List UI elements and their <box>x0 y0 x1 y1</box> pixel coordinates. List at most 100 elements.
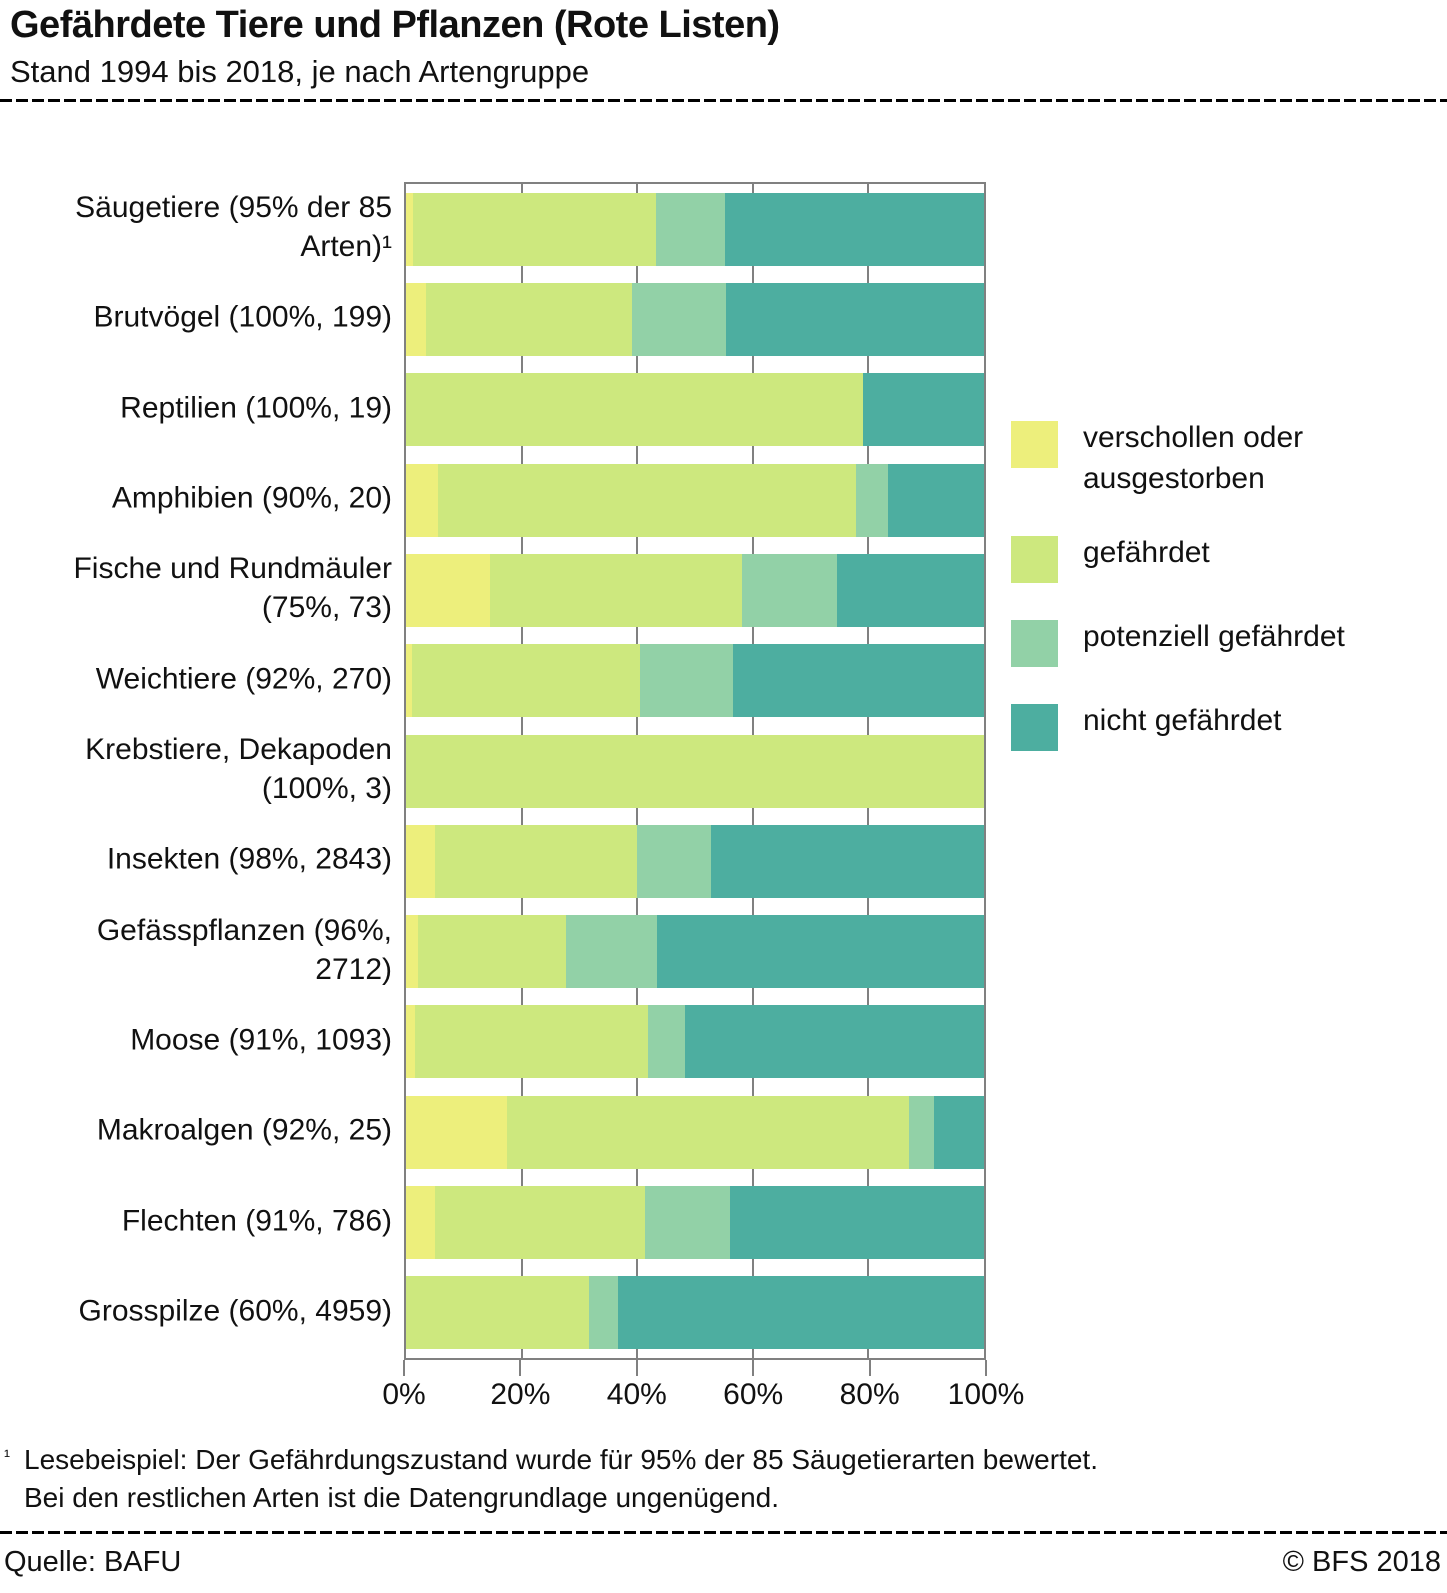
bar-segment-nicht-gefaehrdet <box>732 644 984 718</box>
bar-segment-verschollen-oder-ausgestorben <box>406 824 435 898</box>
category-label: Krebstiere, Dekapoden (100%, 3) <box>85 733 392 805</box>
legend-label-verschollen-oder-ausgestorben: verschollen oder ausgestorben <box>1083 421 1304 495</box>
plot-area <box>404 182 986 1360</box>
category-label: Weichtiere (92%, 270) <box>95 662 392 696</box>
bar-segment-gefaehrdet <box>434 1186 645 1260</box>
bar-segment-verschollen-oder-ausgestorben <box>406 553 490 627</box>
bar-segment-gefaehrdet <box>417 915 567 989</box>
bar-segment-gefaehrdet <box>438 463 856 537</box>
bar-segment-verschollen-oder-ausgestorben <box>406 192 413 266</box>
footnote-line-1: Lesebeispiel: Der Gefährdungszustand wur… <box>24 1444 1098 1475</box>
x-axis-tick-label: 20% <box>490 1378 551 1411</box>
footnote-text: Lesebeispiel: Der Gefährdungszustand wur… <box>24 1441 1098 1517</box>
bar-segment-nicht-gefaehrdet <box>933 1095 984 1169</box>
x-axis-tick-40 <box>635 1360 638 1376</box>
footnote-line-2: Bei den restlichen Arten ist die Datengr… <box>24 1481 779 1513</box>
footer-divider <box>0 1531 1447 1534</box>
footnote-marker: ¹ <box>4 1446 10 1466</box>
bar-row-3 <box>406 463 984 537</box>
bar-row-8 <box>406 915 984 989</box>
bar-row-12 <box>406 1276 984 1350</box>
legend-label-gefaehrdet: gefährdet <box>1083 536 1210 569</box>
bar-segment-nicht-gefaehrdet <box>729 1186 984 1260</box>
legend-item-verschollen-oder-ausgestorben: verschollen oder ausgestorben <box>1011 418 1345 499</box>
bar-segment-verschollen-oder-ausgestorben <box>406 644 412 718</box>
bar-segment-potenziell-gefaehrdet <box>588 1276 618 1350</box>
bar-segment-nicht-gefaehrdet <box>862 373 984 447</box>
legend-label-nicht-gefaehrdet: nicht gefährdet <box>1083 704 1282 737</box>
bar-segment-gefaehrdet <box>412 192 656 266</box>
bar-segment-verschollen-oder-ausgestorben <box>406 1005 415 1079</box>
bar-segment-nicht-gefaehrdet <box>617 1276 984 1350</box>
bar-segment-gefaehrdet <box>406 373 863 447</box>
category-label: Gefässpflanzen (96%, 2712) <box>96 913 392 986</box>
bar-segment-potenziell-gefaehrdet <box>566 915 657 989</box>
x-axis-tick-20 <box>519 1360 522 1376</box>
bar-segment-potenziell-gefaehrdet <box>631 282 726 356</box>
legend-item-potenziell-gefaehrdet: potenziell gefährdet <box>1011 617 1345 667</box>
bar-segment-nicht-gefaehrdet <box>656 915 984 989</box>
x-axis: 0% 20% 40% 60% 80% 100% <box>382 1358 1024 1418</box>
x-axis-tick-label: 80% <box>839 1378 900 1411</box>
page-title: Gefährdete Tiere und Pflanzen (Rote List… <box>10 4 780 46</box>
bar-segment-potenziell-gefaehrdet <box>637 824 712 898</box>
bar-segment-verschollen-oder-ausgestorben <box>406 1186 435 1260</box>
source-label: Quelle: BAFU <box>4 1546 182 1578</box>
bar-row-0 <box>406 192 984 266</box>
x-axis-tick-80 <box>868 1360 871 1376</box>
category-label: Reptilien (100%, 19) <box>120 391 392 425</box>
bar-row-1 <box>406 282 984 356</box>
category-label: Grosspilze (60%, 4959) <box>78 1294 392 1328</box>
bar-segment-potenziell-gefaehrdet <box>640 644 733 718</box>
bar-row-9 <box>406 1005 984 1079</box>
legend-item-gefaehrdet: gefährdet <box>1011 533 1345 583</box>
bar-segment-verschollen-oder-ausgestorben <box>406 282 427 356</box>
bar-segment-gefaehrdet <box>414 1005 649 1079</box>
bar-row-11 <box>406 1186 984 1260</box>
category-label: Flechten (91%, 786) <box>121 1204 392 1238</box>
bar-segment-gefaehrdet <box>411 644 641 718</box>
bar-row-6 <box>406 734 984 808</box>
category-label: Moose (91%, 1093) <box>130 1023 392 1057</box>
legend-item-nicht-gefaehrdet: nicht gefährdet <box>1011 701 1345 751</box>
bar-segment-gefaehrdet <box>406 1276 589 1350</box>
bar-segment-nicht-gefaehrdet <box>888 463 984 537</box>
legend-swatch-verschollen-oder-ausgestorben <box>1011 421 1058 468</box>
bar-segment-nicht-gefaehrdet <box>711 824 984 898</box>
bar-segment-potenziell-gefaehrdet <box>644 1186 730 1260</box>
bar-segment-nicht-gefaehrdet <box>725 282 984 356</box>
footnote: ¹ Lesebeispiel: Der Gefährdungszustand w… <box>4 1441 1098 1517</box>
footer: Quelle: BAFU © BFS 2018 <box>4 1546 1441 1579</box>
x-axis-tick-label: 0% <box>382 1378 426 1411</box>
category-axis: Säugetiere (95% der 85 Arten)¹ Brutvögel … <box>0 182 392 1360</box>
bar-segment-gefaehrdet <box>406 734 984 808</box>
bar-row-2 <box>406 373 984 447</box>
bar-segment-verschollen-oder-ausgestorben <box>406 915 418 989</box>
bar-segment-verschollen-oder-ausgestorben <box>406 1095 507 1169</box>
bar-segment-verschollen-oder-ausgestorben <box>406 463 439 537</box>
legend-swatch-nicht-gefaehrdet <box>1011 704 1058 751</box>
bar-segment-gefaehrdet <box>506 1095 909 1169</box>
bar-segment-nicht-gefaehrdet <box>725 192 984 266</box>
bar-row-10 <box>406 1095 984 1169</box>
category-label: Insekten (98%, 2843) <box>106 842 392 876</box>
category-label: Makroalgen (92%, 25) <box>96 1113 392 1147</box>
header-divider <box>0 99 1447 102</box>
category-label: Fische und Rundmäuler (75%, 73) <box>73 552 392 625</box>
bar-segment-gefaehrdet <box>434 824 638 898</box>
bar-row-4 <box>406 553 984 627</box>
bar-segment-potenziell-gefaehrdet <box>855 463 889 537</box>
category-label: Säugetiere (95% der 85 Arten)¹ <box>75 191 392 264</box>
legend-label-potenziell-gefaehrdet: potenziell gefährdet <box>1083 620 1345 653</box>
x-axis-tick-100 <box>985 1360 987 1376</box>
bar-segment-gefaehrdet <box>489 553 742 627</box>
legend-swatch-potenziell-gefaehrdet <box>1011 620 1058 667</box>
x-axis-tick-60 <box>752 1360 755 1376</box>
legend: verschollen oder ausgestorben gefährdet po… <box>1011 418 1345 751</box>
bar-segment-nicht-gefaehrdet <box>836 553 984 627</box>
x-axis-tick-label: 60% <box>723 1378 784 1411</box>
bar-segment-potenziell-gefaehrdet <box>655 192 726 266</box>
bar-segment-potenziell-gefaehrdet <box>741 553 837 627</box>
bar-segment-nicht-gefaehrdet <box>684 1005 984 1079</box>
